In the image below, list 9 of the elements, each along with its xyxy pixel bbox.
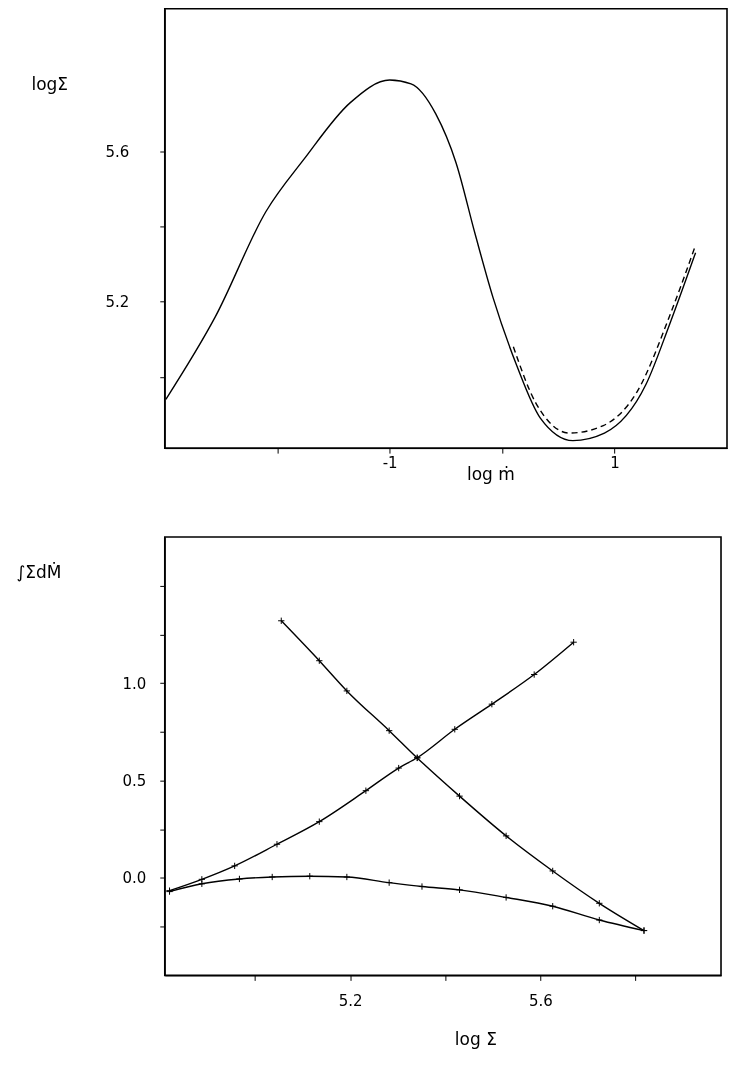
y-axis-title: ∫ΣdṀ	[16, 562, 62, 583]
y-tick-label: 0.0	[122, 869, 147, 888]
y-axis-title: logΣ	[31, 74, 69, 95]
x-axis-title: log Σ	[454, 1028, 497, 1049]
x-tick-label: 1	[610, 453, 620, 472]
x-axis-title: log ṁ	[466, 463, 515, 484]
y-tick-label: 1.0	[122, 674, 147, 693]
x-tick-label: -1	[382, 453, 398, 472]
y-tick-label: 0.5	[122, 772, 147, 791]
